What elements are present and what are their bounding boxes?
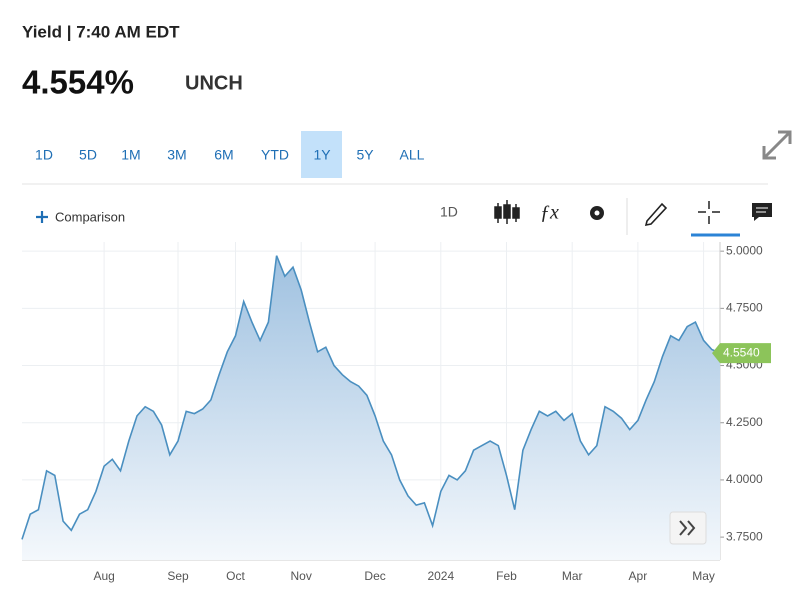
range-button[interactable]: ALL [400,147,425,163]
y-tick-label: 4.7500 [726,301,763,315]
range-active-bg [301,131,342,178]
y-tick-label: 3.7500 [726,529,763,543]
candles-icon[interactable] [494,200,520,224]
svg-text:ƒx: ƒx [540,202,559,224]
range-button[interactable]: YTD [261,147,289,163]
comparison-label: Comparison [55,209,125,224]
interval[interactable]: 1D [440,204,458,220]
draw-icon[interactable] [644,202,668,227]
range-button[interactable]: 1D [35,147,53,163]
x-tick-label: 2024 [427,569,454,583]
x-tick-label: Oct [226,569,245,583]
y-tick-label: 4.0000 [726,472,763,486]
change: UNCH [185,72,243,94]
last-value-label: 4.5540 [723,345,760,359]
range-button[interactable]: 1Y [313,147,331,163]
range-button[interactable]: 3M [167,147,186,163]
price: 4.554% [22,64,134,101]
x-tick-label: Feb [496,569,517,583]
last-value-tag [712,343,771,364]
header-label: Yield | 7:40 AM EDT [22,22,180,41]
crosshair-icon[interactable] [691,201,740,237]
y-tick-label: 5.0000 [726,243,763,257]
comment-icon[interactable] [752,203,772,221]
x-tick-label: Nov [291,569,312,583]
x-tick-label: May [692,569,715,583]
x-tick-label: Sep [167,569,189,583]
x-tick-label: Aug [93,569,114,583]
y-tick-label: 4.2500 [726,415,763,429]
area-fill [22,255,720,560]
x-tick-label: Apr [629,569,648,583]
expand-icon[interactable] [762,130,792,160]
x-tick-label: Mar [562,569,583,583]
range-button[interactable]: 5D [79,147,97,163]
x-tick-label: Dec [364,569,385,583]
settings-icon[interactable] [590,206,604,220]
scroll-button[interactable] [669,511,707,545]
range-button[interactable]: 6M [214,147,233,163]
comparison-button[interactable]: Comparison [36,209,125,224]
range-button[interactable]: 1M [121,147,140,163]
line [21,255,721,540]
range-button[interactable]: 5Y [356,147,374,163]
fx-icon[interactable]: ƒx [540,202,559,224]
